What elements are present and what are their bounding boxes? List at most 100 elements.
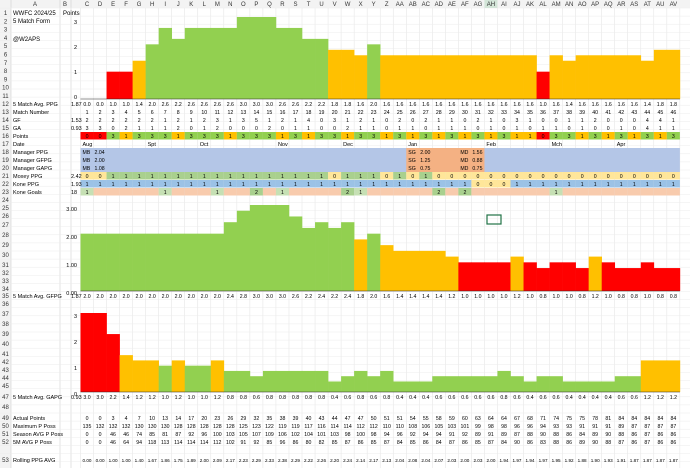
column-header[interactable]: Z bbox=[385, 2, 389, 8]
points-cell[interactable] bbox=[640, 132, 654, 140]
moxey-cell[interactable] bbox=[341, 172, 355, 180]
kone-ppg-cell[interactable] bbox=[562, 180, 576, 188]
kone-goals-cell[interactable] bbox=[197, 188, 211, 196]
kone-goals-cell[interactable] bbox=[236, 188, 250, 196]
moxey-cell[interactable] bbox=[236, 172, 250, 180]
kone-goals-cell[interactable] bbox=[458, 188, 472, 196]
row-header[interactable]: 22 bbox=[2, 182, 9, 188]
kone-goals-cell[interactable] bbox=[536, 188, 550, 196]
kone-ppg-cell[interactable] bbox=[197, 180, 211, 188]
moxey-cell[interactable] bbox=[575, 172, 589, 180]
kone-goals-cell[interactable] bbox=[393, 188, 407, 196]
row-headers[interactable]: 1234567891011121314151617181920212223242… bbox=[2, 11, 9, 464]
row-header[interactable]: 51 bbox=[2, 432, 9, 438]
column-header[interactable]: H bbox=[150, 2, 154, 8]
points-cell[interactable] bbox=[210, 132, 224, 140]
points-cell[interactable] bbox=[497, 132, 511, 140]
kone-goals-cell[interactable] bbox=[341, 188, 355, 196]
column-header[interactable]: AT bbox=[644, 2, 652, 8]
column-header[interactable]: Y bbox=[372, 2, 376, 8]
kone-goals-cell[interactable] bbox=[471, 188, 485, 196]
kone-ppg-cell[interactable] bbox=[666, 180, 680, 188]
column-header[interactable]: AC bbox=[422, 2, 431, 8]
row-header[interactable]: 32 bbox=[2, 271, 9, 277]
row-header[interactable]: 45 bbox=[2, 384, 9, 390]
row-header[interactable]: 8 bbox=[4, 69, 8, 75]
row-header[interactable]: 25 bbox=[2, 206, 9, 212]
row-header[interactable]: 34 bbox=[2, 287, 9, 293]
kone-ppg-cell[interactable] bbox=[575, 180, 589, 188]
kone-ppg-cell[interactable] bbox=[210, 180, 224, 188]
kone-ppg-cell[interactable] bbox=[484, 180, 498, 188]
kone-goals-cell[interactable] bbox=[132, 188, 146, 196]
column-header[interactable]: V bbox=[333, 2, 337, 8]
points-cell[interactable] bbox=[484, 132, 498, 140]
kone-ppg-cell[interactable] bbox=[471, 180, 485, 188]
moxey-cell[interactable] bbox=[275, 172, 289, 180]
kone-ppg-cell[interactable] bbox=[458, 180, 472, 188]
kone-goals-cell[interactable] bbox=[614, 188, 628, 196]
moxey-cell[interactable] bbox=[393, 172, 407, 180]
points-cell[interactable] bbox=[627, 132, 641, 140]
moxey-cell[interactable] bbox=[614, 172, 628, 180]
row-header[interactable]: 10 bbox=[2, 86, 9, 92]
kone-ppg-cell[interactable] bbox=[406, 180, 420, 188]
kone-goals-cell[interactable] bbox=[380, 188, 394, 196]
column-header[interactable]: E bbox=[111, 2, 115, 8]
row-header[interactable]: 15 bbox=[2, 126, 9, 132]
column-header[interactable]: N bbox=[228, 2, 232, 8]
moxey-cell[interactable] bbox=[210, 172, 224, 180]
kone-goals-cell[interactable] bbox=[432, 188, 446, 196]
kone-goals-cell[interactable] bbox=[419, 188, 433, 196]
points-cell[interactable] bbox=[562, 132, 576, 140]
moxey-cell[interactable] bbox=[119, 172, 133, 180]
kone-ppg-cell[interactable] bbox=[93, 180, 107, 188]
column-header[interactable]: B bbox=[63, 2, 67, 8]
kone-goals-cell[interactable] bbox=[315, 188, 329, 196]
row-header[interactable]: 29 bbox=[2, 243, 9, 249]
moxey-cell[interactable] bbox=[93, 172, 107, 180]
kone-ppg-cell[interactable] bbox=[588, 180, 602, 188]
column-header[interactable]: AM bbox=[552, 2, 561, 8]
kone-goals-cell[interactable] bbox=[354, 188, 368, 196]
column-header[interactable]: AK bbox=[526, 2, 534, 8]
points-cell[interactable] bbox=[262, 132, 276, 140]
points-cell[interactable] bbox=[653, 132, 667, 140]
row-header[interactable]: 23 bbox=[2, 190, 9, 196]
kone-ppg-cell[interactable] bbox=[614, 180, 628, 188]
moxey-cell[interactable] bbox=[471, 172, 485, 180]
points-cell[interactable] bbox=[158, 132, 172, 140]
row-header[interactable]: 31 bbox=[2, 263, 9, 269]
kone-goals-cell[interactable] bbox=[406, 188, 420, 196]
kone-ppg-cell[interactable] bbox=[601, 180, 615, 188]
points-cell[interactable] bbox=[328, 132, 342, 140]
points-cell[interactable] bbox=[119, 132, 133, 140]
moxey-cell[interactable] bbox=[354, 172, 368, 180]
moxey-cell[interactable] bbox=[249, 172, 263, 180]
column-header[interactable]: O bbox=[241, 2, 246, 8]
kone-ppg-cell[interactable] bbox=[158, 180, 172, 188]
row-header[interactable]: 6 bbox=[4, 53, 8, 59]
moxey-cell[interactable] bbox=[497, 172, 511, 180]
column-header[interactable]: I bbox=[164, 2, 166, 8]
kone-ppg-cell[interactable] bbox=[119, 180, 133, 188]
row-header[interactable]: 21 bbox=[2, 174, 9, 180]
kone-ppg-cell[interactable] bbox=[145, 180, 159, 188]
points-cell[interactable] bbox=[354, 132, 368, 140]
moxey-cell[interactable] bbox=[549, 172, 563, 180]
column-header[interactable]: AU bbox=[656, 2, 664, 8]
kone-ppg-cell[interactable] bbox=[328, 180, 342, 188]
row-header[interactable]: 52 bbox=[2, 440, 9, 446]
kone-ppg-cell[interactable] bbox=[171, 180, 185, 188]
kone-ppg-cell[interactable] bbox=[315, 180, 329, 188]
selected-column-header[interactable] bbox=[484, 0, 498, 8]
kone-ppg-cell[interactable] bbox=[393, 180, 407, 188]
points-cell[interactable] bbox=[184, 132, 198, 140]
kone-goals-cell[interactable] bbox=[275, 188, 289, 196]
row-header[interactable]: 53 bbox=[2, 458, 9, 464]
kone-goals-cell[interactable] bbox=[249, 188, 263, 196]
kone-goals-cell[interactable] bbox=[445, 188, 459, 196]
points-cell[interactable] bbox=[197, 132, 211, 140]
data-rows[interactable]: 0.0 0.0 1.0 1.0 1.4 2.0 2.6 2.2 2.6 2.6 2.6 2.6 3.0 3… bbox=[80, 102, 680, 463]
